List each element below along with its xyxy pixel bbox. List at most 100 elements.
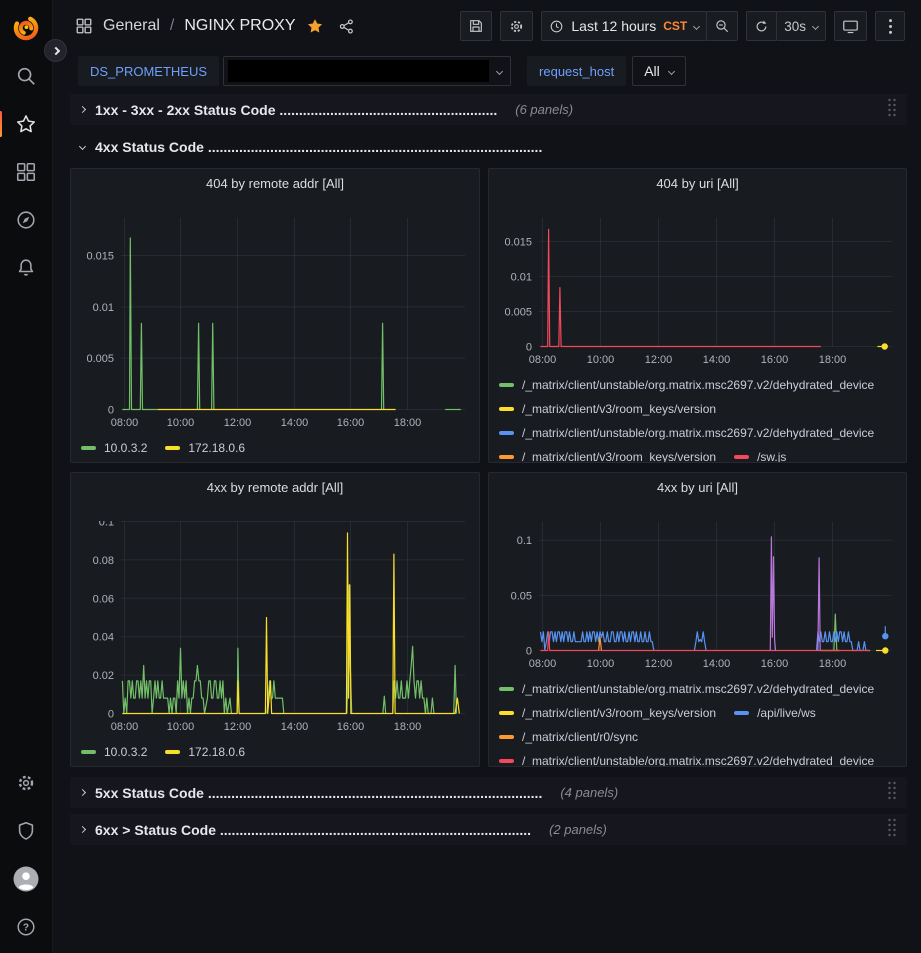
timeseries-chart[interactable]: 0 0.02 0.04 0.06 0.08 0.1 08:00 10:00 12:00 14:00… bbox=[77, 521, 473, 737]
svg-text:18:00: 18:00 bbox=[819, 658, 847, 670]
svg-text:0: 0 bbox=[526, 646, 532, 658]
sidebar-item-help[interactable]: ? bbox=[6, 907, 46, 947]
time-range-picker[interactable]: Last 12 hours CST bbox=[541, 11, 708, 41]
page-title[interactable]: NGINX PROXY bbox=[184, 17, 296, 34]
svg-text:0.1: 0.1 bbox=[99, 521, 114, 529]
row-drag-handle[interactable] bbox=[887, 818, 897, 842]
search-icon bbox=[17, 67, 35, 85]
dashboards-grid-icon bbox=[16, 162, 36, 182]
refresh-interval-picker[interactable]: 30s bbox=[776, 11, 826, 41]
legend-item[interactable]: /_matrix/client/unstable/org.matrix.msc2… bbox=[499, 681, 874, 696]
panel-4xx-by-remote-addr: 4xx by remote addr [All] 0 0.02 0.04 0.06 0.… bbox=[70, 472, 480, 767]
legend-swatch bbox=[165, 445, 181, 450]
row-title: 1xx - 3xx - 2xx Status Code ............… bbox=[95, 101, 498, 118]
zoom-out-button[interactable] bbox=[706, 11, 739, 41]
breadcrumb: General / NGINX PROXY bbox=[75, 17, 355, 35]
variable-label[interactable]: request_host bbox=[527, 56, 627, 86]
shield-icon bbox=[18, 821, 34, 840]
legend-item[interactable]: /_matrix/client/unstable/org.matrix.msc2… bbox=[499, 753, 874, 766]
svg-text:0.06: 0.06 bbox=[93, 593, 114, 605]
legend-item[interactable]: 172.18.0.6 bbox=[165, 744, 245, 759]
sidebar-item-configuration[interactable] bbox=[6, 763, 46, 803]
datasource-picker[interactable] bbox=[223, 56, 512, 86]
timeseries-chart[interactable]: 0 0.005 0.01 0.015 08:00 10:00 12:00 14:00 16:00… bbox=[77, 217, 473, 433]
panel-title[interactable]: 404 by uri [All] bbox=[656, 176, 739, 191]
legend-item[interactable]: /_matrix/client/r0/sync bbox=[499, 729, 638, 744]
chart-legend: /_matrix/client/unstable/org.matrix.msc2… bbox=[495, 681, 900, 766]
active-indicator bbox=[0, 111, 2, 137]
legend-item[interactable]: 172.18.0.6 bbox=[165, 440, 245, 455]
more-options-button[interactable] bbox=[875, 11, 905, 41]
legend-item[interactable]: /api/live/ws bbox=[734, 705, 816, 720]
refresh-icon bbox=[756, 20, 767, 31]
legend-item[interactable]: /_matrix/client/unstable/org.matrix.msc2… bbox=[499, 377, 874, 392]
variable-value-picker[interactable]: All bbox=[632, 56, 686, 86]
sidebar-item-explore[interactable] bbox=[6, 200, 46, 240]
panel-row-404: 404 by remote addr [All] 0 0.005 0.01 0.015… bbox=[70, 168, 907, 463]
legend-swatch bbox=[499, 734, 514, 739]
chart-legend: 10.0.3.2 172.18.0.6 bbox=[77, 744, 473, 759]
legend-swatch bbox=[499, 454, 514, 459]
svg-text:18:00: 18:00 bbox=[394, 721, 422, 733]
panel-title[interactable]: 404 by remote addr [All] bbox=[205, 176, 345, 191]
panel-title[interactable]: 4xx by remote addr [All] bbox=[206, 480, 344, 495]
legend-swatch bbox=[499, 382, 514, 387]
legend-item[interactable]: /sw.js bbox=[734, 449, 786, 462]
chevron-down-icon bbox=[811, 22, 820, 30]
datasource-label[interactable]: DS_PROMETHEUS bbox=[78, 56, 220, 86]
time-controls: Last 12 hours CST bbox=[541, 11, 739, 41]
svg-text:10:00: 10:00 bbox=[167, 417, 195, 429]
refresh-controls: 30s bbox=[746, 11, 826, 41]
save-icon bbox=[470, 20, 483, 32]
chevron-down-icon bbox=[693, 22, 701, 30]
svg-text:0.005: 0.005 bbox=[504, 306, 532, 318]
legend-item[interactable]: /_matrix/client/v3/room_keys/version bbox=[499, 705, 716, 720]
legend-label: /_matrix/client/unstable/org.matrix.msc2… bbox=[522, 425, 875, 440]
row-header-4xx[interactable]: 4xx Status Code ........................… bbox=[70, 131, 907, 162]
tv-mode-button[interactable] bbox=[834, 11, 867, 41]
gear-icon bbox=[511, 20, 523, 32]
legend-item[interactable]: 10.0.3.2 bbox=[81, 744, 147, 759]
dashboard-settings-button[interactable] bbox=[500, 11, 534, 41]
top-nav: General / NGINX PROXY bbox=[53, 0, 921, 52]
row-drag-handle[interactable] bbox=[887, 98, 897, 122]
kebab-menu-icon bbox=[888, 18, 892, 34]
sidebar-expand-button[interactable] bbox=[44, 39, 67, 62]
row-title: 5xx Status Code ........................… bbox=[95, 784, 543, 801]
svg-text:0.1: 0.1 bbox=[517, 535, 532, 547]
timeseries-chart[interactable]: 0 0.05 0.1 08:00 10:00 12:00 14:00 16:00 18:00 bbox=[495, 521, 900, 674]
legend-swatch bbox=[499, 430, 514, 435]
panel-row-4xx: 4xx by remote addr [All] 0 0.02 0.04 0.06 0.… bbox=[70, 472, 907, 767]
legend-item[interactable]: /_matrix/client/v3/room_keys/version bbox=[499, 449, 716, 462]
sidebar-item-profile[interactable] bbox=[6, 859, 46, 899]
legend-item[interactable]: /_matrix/client/v3/room_keys/version bbox=[499, 401, 716, 416]
row-header-6xx[interactable]: 6xx > Status Code ......................… bbox=[70, 814, 907, 845]
row-drag-handle[interactable] bbox=[887, 781, 897, 805]
favorite-star-icon[interactable] bbox=[306, 17, 324, 35]
legend-item[interactable]: /_matrix/client/unstable/org.matrix.msc2… bbox=[499, 425, 874, 440]
breadcrumb-section[interactable]: General bbox=[103, 17, 160, 34]
timeseries-chart[interactable]: 0 0.005 0.01 0.015 08:00 10:00 12:00 14:00 16:00… bbox=[495, 217, 900, 370]
sidebar-item-starred[interactable] bbox=[0, 104, 46, 144]
variable-value: All bbox=[644, 63, 660, 79]
compass-icon bbox=[17, 211, 35, 229]
sidebar-item-search[interactable] bbox=[6, 56, 46, 96]
save-dashboard-button[interactable] bbox=[460, 11, 493, 41]
panel-title[interactable]: 4xx by uri [All] bbox=[657, 480, 738, 495]
share-icon[interactable] bbox=[338, 18, 355, 35]
grafana-logo-icon bbox=[13, 15, 39, 41]
chevron-down-icon bbox=[78, 142, 87, 151]
sidebar-item-dashboards[interactable] bbox=[6, 152, 46, 192]
row-header-5xx[interactable]: 5xx Status Code ........................… bbox=[70, 777, 907, 808]
row-header-1xx-3xx-2xx[interactable]: 1xx - 3xx - 2xx Status Code ............… bbox=[70, 94, 907, 125]
sidebar-item-server-admin[interactable] bbox=[6, 811, 46, 851]
sidebar-item-alerting[interactable] bbox=[6, 248, 46, 288]
chevron-down-icon bbox=[667, 67, 675, 75]
legend-item[interactable]: 10.0.3.2 bbox=[81, 440, 147, 455]
refresh-button[interactable] bbox=[746, 11, 778, 41]
svg-text:12:00: 12:00 bbox=[224, 417, 252, 429]
legend-swatch bbox=[734, 454, 750, 459]
grafana-logo[interactable] bbox=[6, 8, 46, 48]
svg-text:18:00: 18:00 bbox=[394, 417, 422, 429]
panel-404-by-remote-addr: 404 by remote addr [All] 0 0.005 0.01 0.015… bbox=[70, 168, 480, 463]
